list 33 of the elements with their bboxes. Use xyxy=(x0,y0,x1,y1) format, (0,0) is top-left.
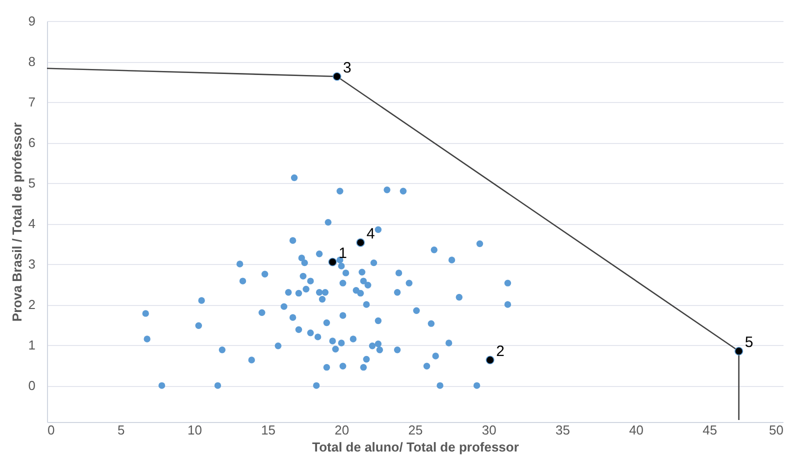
x-tick-label: 25 xyxy=(408,422,423,438)
x-tick-label: 45 xyxy=(702,422,718,438)
y-tick-label: 2 xyxy=(28,297,36,312)
x-tick-label: 10 xyxy=(187,422,202,438)
y-tick-label: 4 xyxy=(28,216,36,232)
annotation: 2 xyxy=(496,343,504,360)
y-tick-label: 0 xyxy=(28,378,36,394)
x-tick-label: 50 xyxy=(769,422,784,438)
x-tick-label: 35 xyxy=(555,422,570,438)
y-tick-label: 3 xyxy=(28,256,36,272)
point xyxy=(356,238,365,247)
point xyxy=(486,356,494,364)
y-tick-label: 6 xyxy=(28,135,36,150)
annotation: 4 xyxy=(366,226,375,243)
x-tick-label: 30 xyxy=(482,422,496,438)
point xyxy=(332,72,342,81)
y-tick-label: 9 xyxy=(28,14,36,28)
point xyxy=(328,258,337,266)
x-tick-label: 40 xyxy=(629,422,644,438)
x-tick-label: 5 xyxy=(117,422,125,438)
y-tick-label: 1 xyxy=(28,338,36,353)
x-tick-label: 20 xyxy=(334,422,350,438)
annotation: 5 xyxy=(744,334,754,352)
y-tick-label: 8 xyxy=(28,54,36,70)
annotation: 1 xyxy=(338,245,347,262)
x-tick-label: 15 xyxy=(261,422,276,438)
x-axis-title: Total de aluno/ Total de professor xyxy=(312,440,519,454)
x-tick-label: 0 xyxy=(48,422,55,438)
y-tick-label: 7 xyxy=(28,94,36,110)
y-axis-title: Prova Brasil / Total de professor xyxy=(9,122,24,322)
annotation: 3 xyxy=(342,59,352,76)
y-tick-label: 5 xyxy=(28,176,36,191)
point xyxy=(734,346,744,356)
